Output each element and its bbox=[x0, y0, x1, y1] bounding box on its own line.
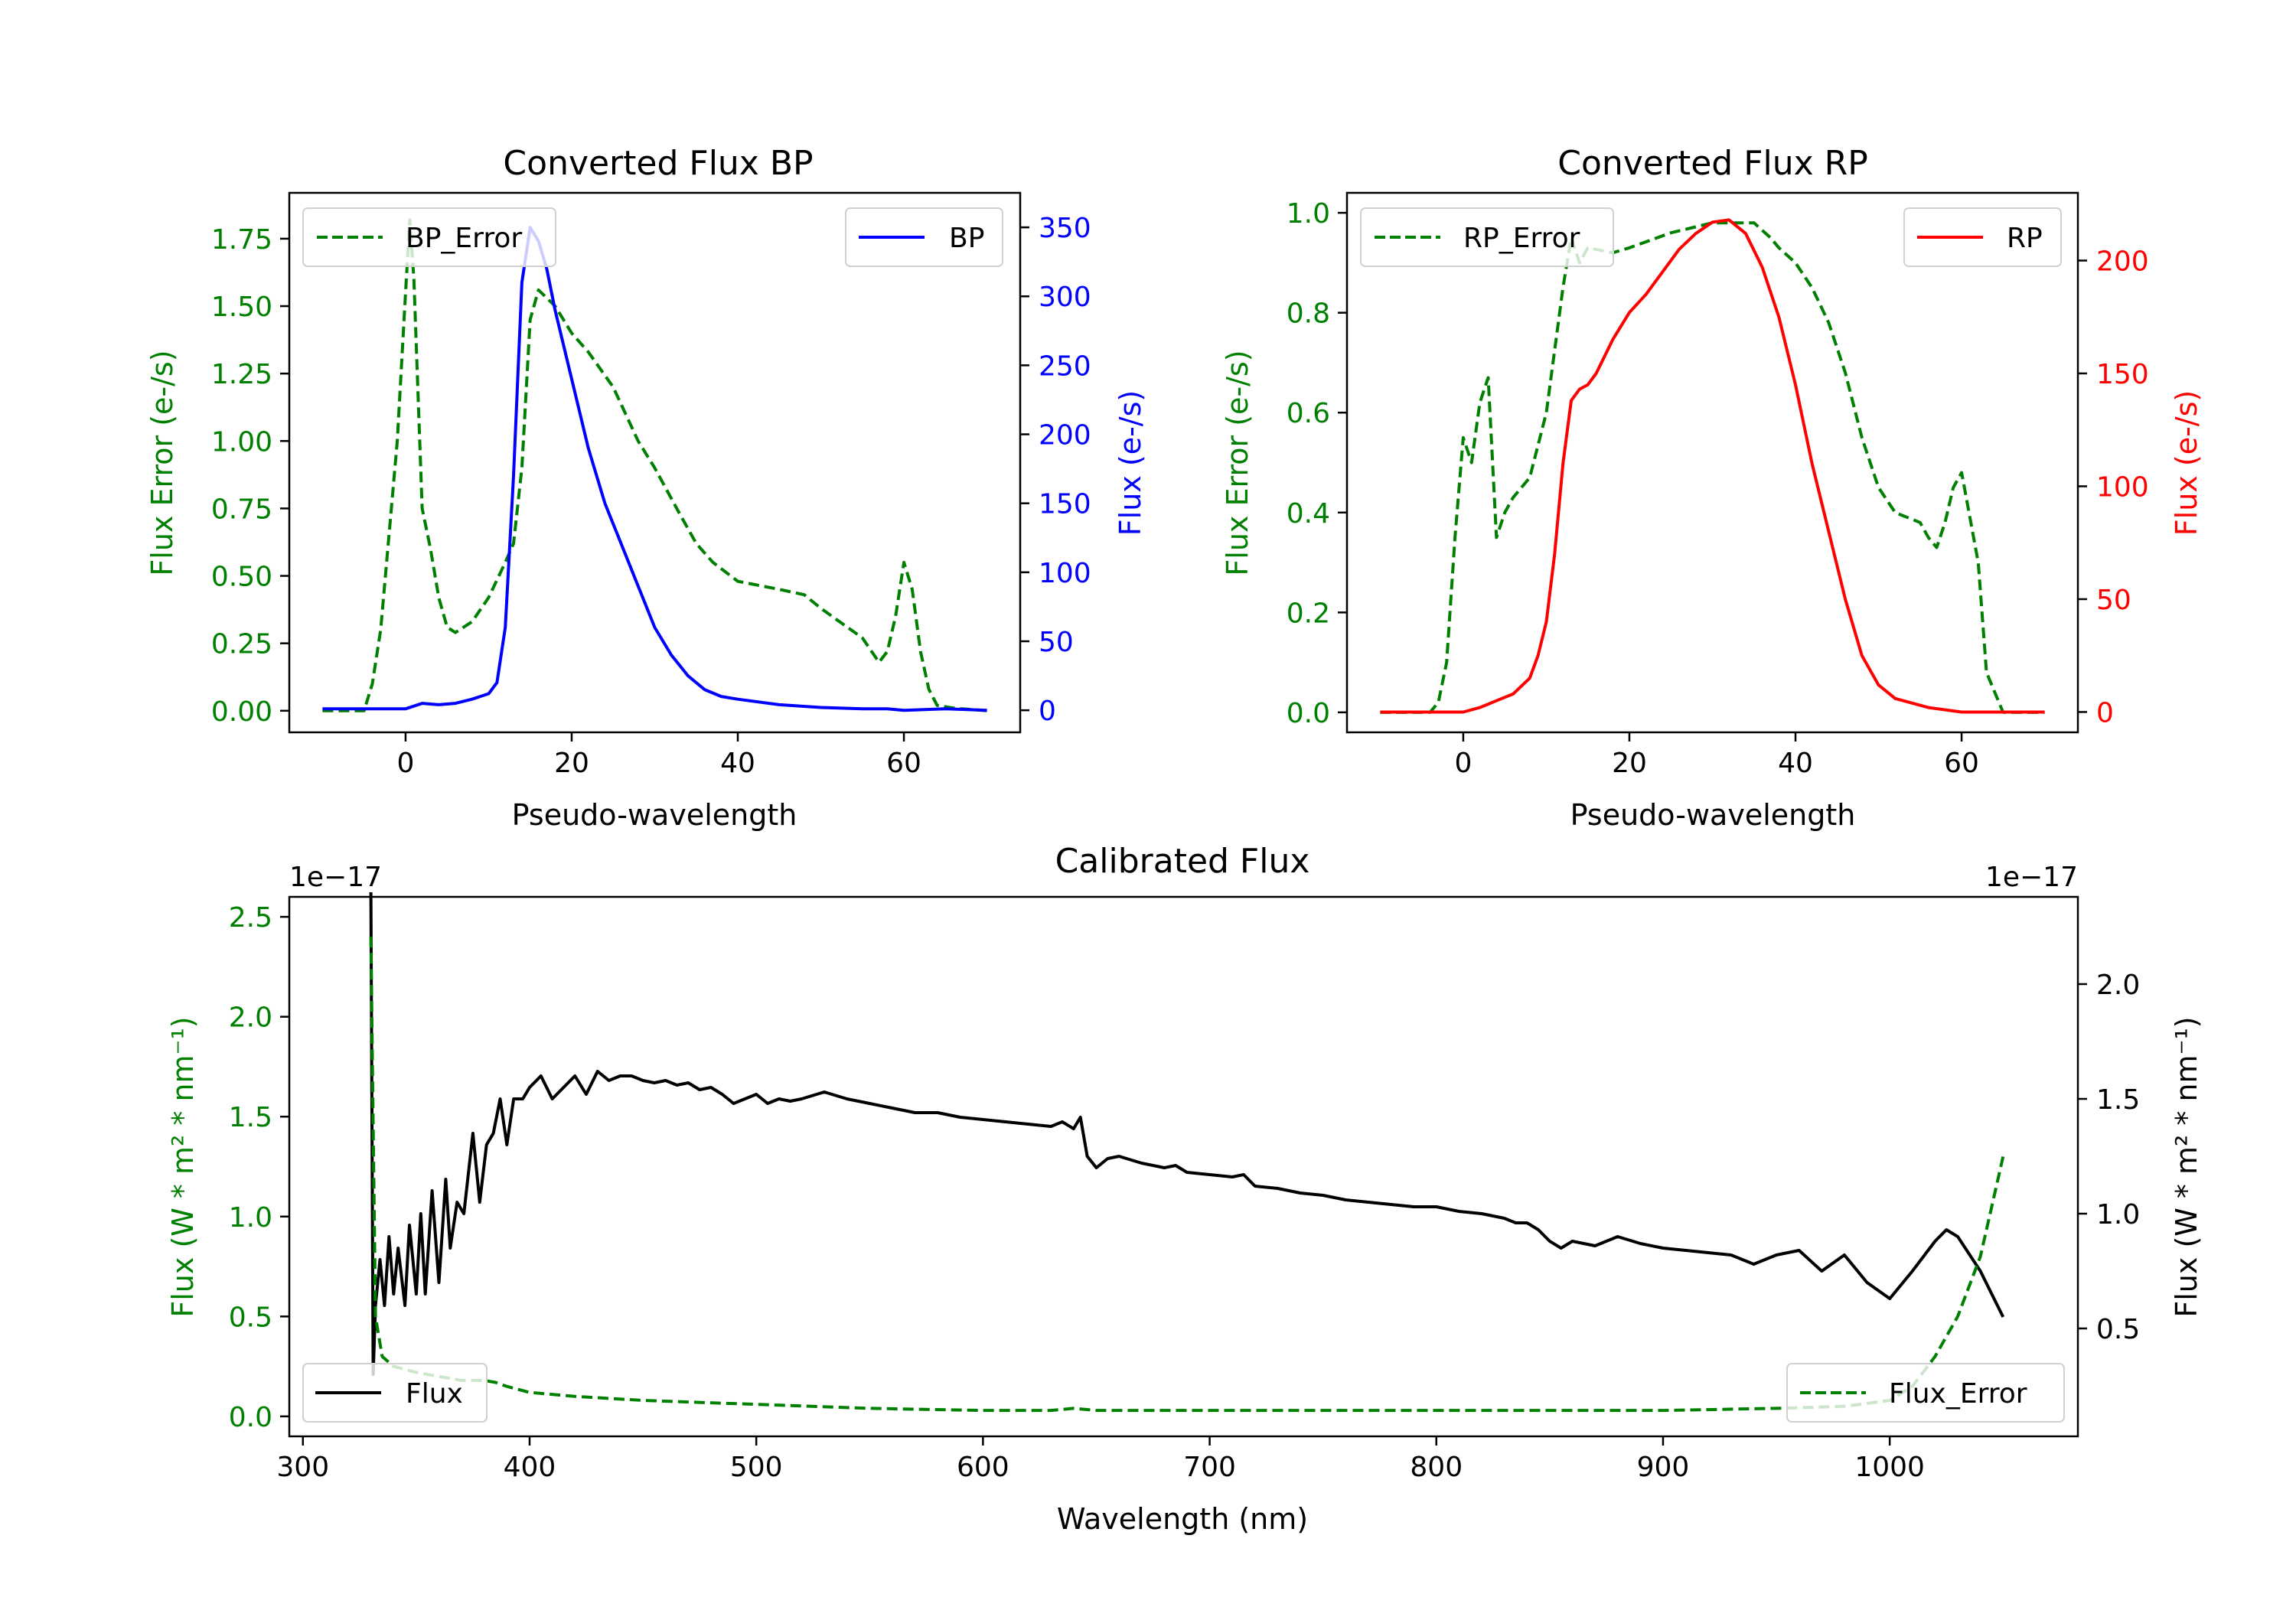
y-tick-label-left: 0.6 bbox=[1287, 398, 1330, 429]
y-tick-label-left: 1.25 bbox=[211, 359, 272, 390]
y-tick-label-left: 2.5 bbox=[229, 902, 272, 934]
plot-frame bbox=[288, 191, 1022, 734]
y-tick-label-right: 300 bbox=[1039, 282, 1091, 313]
x-tick-label: 20 bbox=[1612, 748, 1647, 779]
y-tick-label-right: 200 bbox=[2096, 246, 2149, 277]
x-axis-label: Pseudo-wavelength bbox=[512, 798, 797, 832]
x-tick-label: 300 bbox=[276, 1452, 329, 1483]
y-axis-label-left: Flux (W * m² * nm⁻¹) bbox=[166, 1016, 200, 1317]
legend-box bbox=[302, 1363, 488, 1423]
y-tick-label-left: 0.2 bbox=[1287, 598, 1330, 629]
y-tick-label-left: 0.0 bbox=[1287, 698, 1330, 729]
y-tick-label-left: 0.75 bbox=[211, 494, 272, 525]
legend-left: Flux bbox=[302, 1363, 488, 1423]
y-tick-label-right: 200 bbox=[1039, 420, 1091, 451]
y-axis-label-right: Flux (e-/s) bbox=[1114, 390, 1147, 536]
series-line-rp-error bbox=[1380, 221, 2045, 714]
y-tick-label-left: 1.0 bbox=[1287, 198, 1330, 230]
y-axis-label-right: Flux (W * m² * nm⁻¹) bbox=[2170, 1016, 2203, 1317]
y-axis-label-right: Flux (e-/s) bbox=[2170, 390, 2203, 536]
x-tick-label: 0 bbox=[396, 748, 414, 779]
y-tick-label-right: 0 bbox=[2096, 697, 2114, 729]
y-tick-label-right: 100 bbox=[2096, 471, 2149, 503]
offset-label-left: 1e−17 bbox=[289, 862, 382, 893]
y-tick-label-left: 1.0 bbox=[229, 1202, 272, 1234]
y-tick-label-left: 0.8 bbox=[1287, 298, 1330, 330]
offset-label-right: 1e−17 bbox=[1985, 862, 2078, 893]
legend-label: RP_Error bbox=[1463, 223, 1580, 254]
legend-label: RP bbox=[2007, 223, 2043, 254]
x-tick-label: 0 bbox=[1454, 748, 1472, 779]
plot-frame bbox=[288, 895, 2079, 1438]
legend-left: BP_Error bbox=[302, 207, 556, 267]
y-tick-label-right: 0.5 bbox=[2096, 1314, 2140, 1345]
y-tick-label-right: 350 bbox=[1039, 213, 1091, 244]
x-tick-label: 700 bbox=[1183, 1452, 1236, 1483]
y-tick-label-right: 250 bbox=[1039, 350, 1091, 382]
plot-frame bbox=[1345, 191, 2079, 734]
x-tick-label: 500 bbox=[730, 1452, 783, 1483]
chart-bp: Converted Flux BP 0 20 40 60 0.00 0.25 0.50 0.7… bbox=[145, 144, 1147, 832]
y-tick-label-left: 0.50 bbox=[211, 562, 272, 593]
legend-box bbox=[1360, 207, 1614, 267]
y-tick-label-left: 1.5 bbox=[229, 1102, 272, 1133]
y-tick-label-left: 1.75 bbox=[211, 224, 272, 256]
x-tick-label: 800 bbox=[1410, 1452, 1463, 1483]
x-tick-label: 20 bbox=[554, 748, 589, 779]
y-tick-label-right: 150 bbox=[1039, 489, 1091, 520]
y-tick-label-right: 50 bbox=[1039, 627, 1074, 658]
y-tick-label-left: 0.4 bbox=[1287, 498, 1330, 530]
chart-rp: Converted Flux RP 0 20 40 60 0.0 0.2 0.4 0.6 0.8… bbox=[1221, 144, 2203, 832]
x-tick-label: 400 bbox=[504, 1452, 556, 1483]
y-tick-label-left: 1.50 bbox=[211, 292, 272, 323]
chart-title: Converted Flux RP bbox=[1557, 144, 1868, 183]
legend-label: BP bbox=[949, 223, 984, 254]
chart-title: Converted Flux BP bbox=[503, 144, 813, 183]
chart-calibrated: Calibrated Flux 1e−17 1e−17 300 400 500 600… bbox=[166, 842, 2203, 1536]
chart-title: Calibrated Flux bbox=[1055, 842, 1310, 881]
y-tick-label-right: 1.0 bbox=[2096, 1199, 2140, 1231]
x-tick-label: 600 bbox=[957, 1452, 1009, 1483]
legend-right: Flux_Error bbox=[1786, 1363, 2065, 1423]
y-tick-label-left: 2.0 bbox=[229, 1002, 272, 1034]
legend-label: BP_Error bbox=[406, 223, 522, 254]
legend-label: Flux_Error bbox=[1889, 1378, 2027, 1410]
y-tick-label-left: 1.00 bbox=[211, 426, 272, 458]
y-tick-label-left: 0.00 bbox=[211, 696, 272, 728]
y-tick-label-left: 0.5 bbox=[229, 1302, 272, 1333]
y-tick-label-right: 50 bbox=[2096, 585, 2131, 616]
x-axis-label: Pseudo-wavelength bbox=[1570, 798, 1856, 832]
y-tick-label-right: 1.5 bbox=[2096, 1084, 2140, 1116]
legend-box bbox=[302, 207, 556, 267]
y-tick-label-right: 2.0 bbox=[2096, 970, 2140, 1001]
legend-label: Flux bbox=[406, 1378, 463, 1410]
y-tick-label-right: 150 bbox=[2096, 359, 2149, 390]
x-tick-label: 1000 bbox=[1854, 1452, 1925, 1483]
x-tick-label: 900 bbox=[1637, 1452, 1690, 1483]
x-tick-label: 40 bbox=[720, 748, 755, 779]
y-axis-label-left: Flux Error (e-/s) bbox=[145, 350, 179, 575]
x-axis-label: Wavelength (nm) bbox=[1057, 1502, 1308, 1536]
x-tick-label: 40 bbox=[1778, 748, 1813, 779]
y-axis-label-left: Flux Error (e-/s) bbox=[1221, 350, 1254, 575]
legend-box bbox=[1786, 1363, 2065, 1423]
y-tick-label-left: 0.0 bbox=[229, 1402, 272, 1433]
y-tick-label-right: 0 bbox=[1039, 696, 1056, 727]
x-tick-label: 60 bbox=[886, 748, 921, 779]
legend-right: BP bbox=[845, 207, 1003, 267]
series-line-rp bbox=[1380, 218, 2045, 714]
x-tick-label: 60 bbox=[1944, 748, 1979, 779]
series-line-bp bbox=[322, 226, 987, 712]
series-line-bp-error bbox=[322, 218, 987, 712]
series-line-flux bbox=[369, 892, 2005, 1376]
y-tick-label-right: 100 bbox=[1039, 558, 1091, 589]
legend-left: RP_Error bbox=[1360, 207, 1614, 267]
legend-right: RP bbox=[1903, 207, 2062, 267]
y-tick-label-left: 0.25 bbox=[211, 629, 272, 660]
